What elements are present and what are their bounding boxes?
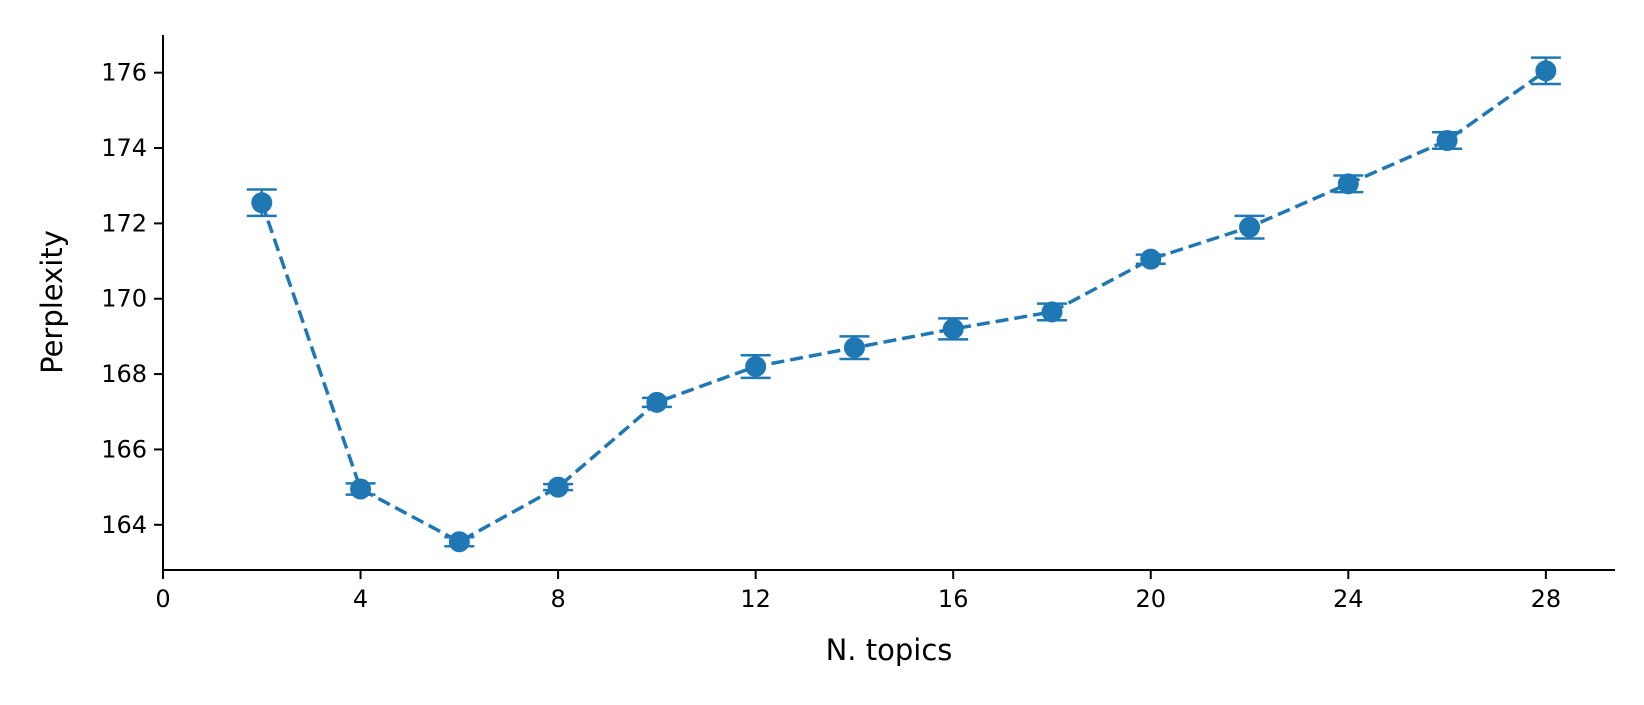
data-point (448, 531, 470, 553)
y-tick-label: 168 (101, 360, 147, 388)
data-point (1436, 129, 1458, 151)
x-tick-label: 28 (1531, 585, 1562, 613)
y-tick-label: 174 (101, 134, 147, 162)
y-tick-label: 166 (101, 435, 147, 463)
x-tick-label: 8 (550, 585, 565, 613)
data-point (1140, 248, 1162, 270)
data-point (547, 476, 569, 498)
data-point (1337, 173, 1359, 195)
data-layer (246, 56, 1561, 553)
x-tick-label: 24 (1333, 585, 1364, 613)
data-point (251, 192, 273, 214)
data-point (646, 391, 668, 413)
x-tick-label: 12 (740, 585, 771, 613)
x-axis-title: N. topics (826, 633, 953, 667)
data-point (745, 356, 767, 378)
data-point (1535, 60, 1557, 82)
y-ticks: 164 166 168 170 172 174 176 (101, 59, 163, 539)
x-tick-label: 4 (353, 585, 368, 613)
x-tick-label: 16 (938, 585, 969, 613)
data-point (843, 337, 865, 359)
y-tick-label: 164 (101, 511, 147, 539)
series-line (260, 69, 1547, 544)
y-tick-label: 170 (101, 285, 147, 313)
data-point (942, 318, 964, 340)
y-tick-label: 172 (101, 209, 147, 237)
data-point (1239, 216, 1261, 238)
data-point (1041, 301, 1063, 323)
data-point (350, 478, 372, 500)
y-axis-title: Perplexity (35, 230, 69, 374)
x-ticks: 0 4 8 12 16 20 24 28 (155, 570, 1561, 613)
y-tick-label: 176 (101, 59, 147, 87)
x-tick-label: 20 (1135, 585, 1166, 613)
x-tick-label: 0 (155, 585, 170, 613)
